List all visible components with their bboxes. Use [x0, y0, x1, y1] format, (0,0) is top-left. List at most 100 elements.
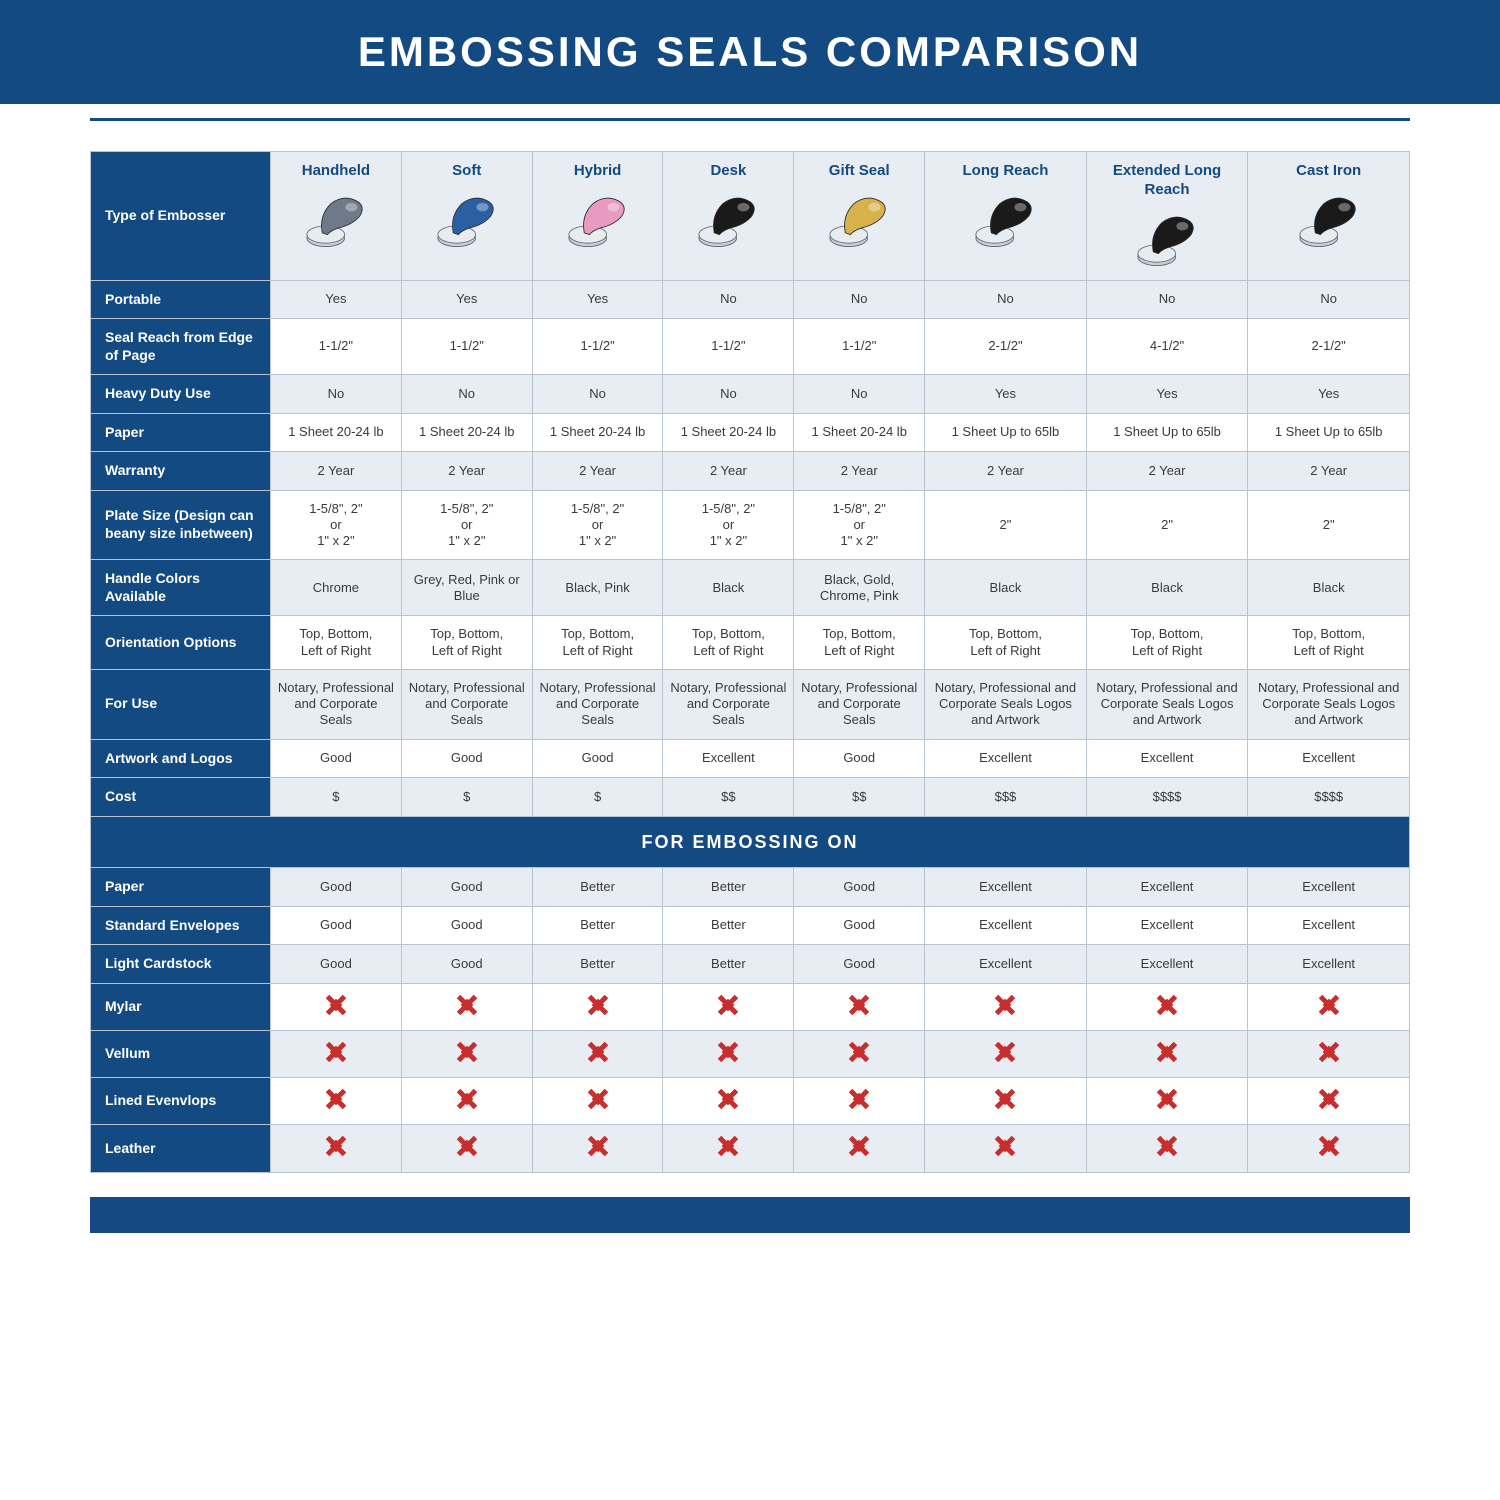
embosser-icon [301, 190, 371, 250]
page-title: EMBOSSING SEALS COMPARISON [0, 0, 1500, 104]
table-cell: 1 Sheet Up to 65lb [1248, 413, 1410, 452]
table-cell [532, 1078, 663, 1125]
column-header: Cast Iron [1248, 152, 1410, 281]
x-icon [587, 1135, 609, 1157]
table-cell: No [1086, 280, 1248, 319]
table-row: Mylar [91, 983, 1410, 1030]
table-cell: Good [794, 739, 925, 778]
embosser-icon [1294, 190, 1364, 250]
table-cell [794, 1030, 925, 1077]
table-cell: Good [794, 945, 925, 984]
table-cell: Good [401, 945, 532, 984]
column-header: Gift Seal [794, 152, 925, 281]
x-icon [456, 994, 478, 1016]
table-cell: 2-1/2" [925, 319, 1087, 375]
table-cell: No [794, 375, 925, 414]
table-cell: 2 Year [925, 452, 1087, 491]
table-cell: Better [532, 945, 663, 984]
table-cell [925, 983, 1087, 1030]
table-cell: 1 Sheet 20-24 lb [401, 413, 532, 452]
column-header-label: Soft [408, 162, 526, 181]
table-cell: 1-5/8", 2"or1" x 2" [271, 490, 402, 560]
table-cell: 1 Sheet Up to 65lb [925, 413, 1087, 452]
column-header-image [1093, 204, 1242, 274]
table-cell: 1-1/2" [663, 319, 794, 375]
table-row: Vellum [91, 1030, 1410, 1077]
table-cell: No [794, 280, 925, 319]
table-cell: No [532, 375, 663, 414]
embosser-icon [824, 190, 894, 250]
table-cell: Notary, Professional and Corporate Seals [401, 669, 532, 739]
table-cell [1086, 1125, 1248, 1172]
column-header-image [931, 185, 1080, 255]
table-cell: 1 Sheet 20-24 lb [271, 413, 402, 452]
table-cell [1248, 983, 1410, 1030]
x-icon [1318, 994, 1340, 1016]
table-cell: Notary, Professional and Corporate Seals [532, 669, 663, 739]
table-section-wrap: FOR EMBOSSING ON [91, 816, 1410, 868]
row-label: Light Cardstock [91, 945, 271, 984]
x-icon [1156, 1088, 1178, 1110]
table-cell: Excellent [925, 906, 1087, 945]
table-cell [663, 1125, 794, 1172]
table-cell: 2 Year [532, 452, 663, 491]
table-row: Orientation OptionsTop, Bottom,Left of R… [91, 616, 1410, 670]
x-icon [325, 1088, 347, 1110]
table-body-main: PortableYesYesYesNoNoNoNoNoSeal Reach fr… [91, 280, 1410, 816]
section-row: FOR EMBOSSING ON [91, 816, 1410, 868]
table-cell: Better [532, 906, 663, 945]
x-icon [587, 1088, 609, 1110]
x-icon [1156, 1135, 1178, 1157]
table-cell: No [401, 375, 532, 414]
table-header-row: Type of EmbosserHandheldSoftHybridDeskGi… [91, 152, 1410, 281]
table-cell: 2" [1086, 490, 1248, 560]
table-cell: 1 Sheet 20-24 lb [794, 413, 925, 452]
table-cell: 1-5/8", 2"or1" x 2" [794, 490, 925, 560]
table-cell [925, 1030, 1087, 1077]
table-cell: 2-1/2" [1248, 319, 1410, 375]
table-cell: Yes [401, 280, 532, 319]
table-cell: Excellent [1086, 739, 1248, 778]
column-header: Handheld [271, 152, 402, 281]
table-cell: Excellent [1086, 906, 1248, 945]
x-icon [456, 1135, 478, 1157]
x-icon [717, 1088, 739, 1110]
table-cell: 1-5/8", 2"or1" x 2" [401, 490, 532, 560]
table-cell: 2" [1248, 490, 1410, 560]
table-cell [1248, 1125, 1410, 1172]
table-cell: Chrome [271, 560, 402, 616]
x-icon [848, 1041, 870, 1063]
column-header: Desk [663, 152, 794, 281]
row-label: Lined Evenvlops [91, 1078, 271, 1125]
table-row: Lined Evenvlops [91, 1078, 1410, 1125]
column-header: Hybrid [532, 152, 663, 281]
table-cell: Better [532, 868, 663, 907]
table-cell [1086, 983, 1248, 1030]
x-icon [325, 1135, 347, 1157]
table-cell: Yes [1248, 375, 1410, 414]
table-cell [925, 1078, 1087, 1125]
row-label: Cost [91, 778, 271, 817]
table-cell: $$$$ [1086, 778, 1248, 817]
table-cell: 2 Year [794, 452, 925, 491]
table-cell: Good [271, 739, 402, 778]
section-title: FOR EMBOSSING ON [91, 816, 1410, 868]
table-row: Handle Colors AvailableChromeGrey, Red, … [91, 560, 1410, 616]
x-icon [848, 1088, 870, 1110]
table-cell [401, 983, 532, 1030]
table-cell: Excellent [1086, 945, 1248, 984]
table-cell: Black, Gold, Chrome, Pink [794, 560, 925, 616]
column-header-label: Hybrid [539, 162, 657, 181]
table-cell: Notary, Professional and Corporate Seals… [1086, 669, 1248, 739]
table-cell: Good [532, 739, 663, 778]
x-icon [325, 1041, 347, 1063]
table-cell: $$ [663, 778, 794, 817]
column-header-image [1254, 185, 1403, 255]
table-cell: Top, Bottom,Left of Right [925, 616, 1087, 670]
row-label: Portable [91, 280, 271, 319]
row-label: Paper [91, 413, 271, 452]
table-cell [532, 983, 663, 1030]
table-cell: Excellent [925, 945, 1087, 984]
table-cell [532, 1125, 663, 1172]
table-cell: 2 Year [663, 452, 794, 491]
